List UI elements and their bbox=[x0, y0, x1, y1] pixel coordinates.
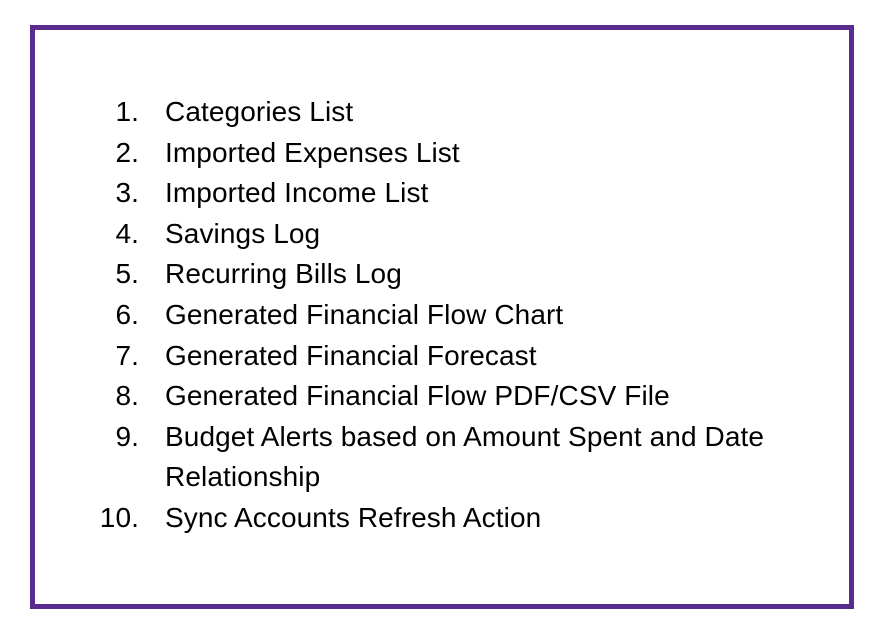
list-item-number: 6. bbox=[115, 298, 139, 330]
list-item-number: 9. bbox=[115, 420, 139, 452]
list-item-text: Sync Accounts Refresh Action bbox=[165, 501, 542, 533]
list-item-text: Recurring Bills Log bbox=[165, 258, 402, 290]
list-item: 2. Imported Expenses List bbox=[75, 133, 765, 174]
feature-list: 1. Categories List 2. Imported Expenses … bbox=[75, 92, 765, 539]
list-item-number: 3. bbox=[115, 177, 139, 209]
list-item: 10. Sync Accounts Refresh Action bbox=[75, 498, 765, 539]
list-item-text: Imported Expenses List bbox=[165, 136, 460, 168]
list-item-number: 4. bbox=[115, 217, 139, 249]
list-item-text: Categories List bbox=[165, 96, 354, 127]
list-item: 7. Generated Financial Forecast bbox=[75, 336, 765, 377]
list-item: 6. Generated Financial Flow Chart bbox=[75, 295, 765, 336]
list-item-number: 1. bbox=[115, 96, 139, 127]
list-item-number: 10. bbox=[99, 501, 139, 533]
list-item: 8. Generated Financial Flow PDF/CSV File bbox=[75, 376, 765, 417]
list-item-text: Generated Financial Flow Chart bbox=[165, 298, 564, 330]
list-item-text: Budget Alerts based on Amount Spent and … bbox=[165, 420, 765, 493]
list-item: 5. Recurring Bills Log bbox=[75, 254, 765, 295]
list-item: 3. Imported Income List bbox=[75, 173, 765, 214]
list-item-text: Imported Income List bbox=[165, 177, 429, 209]
list-item-number: 2. bbox=[115, 136, 139, 168]
list-item: 9. Budget Alerts based on Amount Spent a… bbox=[75, 417, 765, 498]
list-item-number: 8. bbox=[115, 380, 139, 412]
list-item: 1. Categories List bbox=[75, 92, 765, 133]
list-item-number: 5. bbox=[115, 258, 139, 290]
list-item-text: Generated Financial Forecast bbox=[165, 339, 537, 371]
feature-list-frame: 1. Categories List 2. Imported Expenses … bbox=[30, 25, 854, 609]
list-item-text: Savings Log bbox=[165, 217, 321, 249]
list-item: 4. Savings Log bbox=[75, 214, 765, 255]
list-item-text: Generated Financial Flow PDF/CSV File bbox=[165, 380, 670, 412]
list-item-number: 7. bbox=[115, 339, 139, 371]
